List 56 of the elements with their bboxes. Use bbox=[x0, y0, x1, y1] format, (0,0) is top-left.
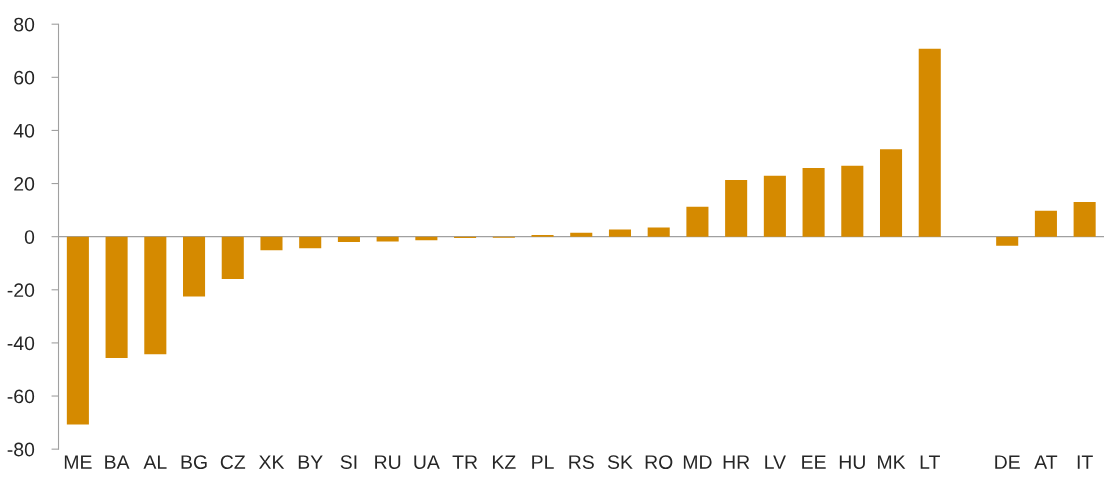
x-tick-label: HR bbox=[723, 455, 750, 469]
bar bbox=[686, 206, 709, 237]
bar bbox=[299, 236, 322, 249]
y-tick-label: 40 bbox=[13, 123, 35, 138]
bar bbox=[918, 48, 941, 237]
x-tick-label: BG bbox=[181, 455, 207, 469]
x-tick-label: LV bbox=[765, 455, 786, 469]
bar bbox=[105, 236, 128, 359]
x-tick-label: HU bbox=[839, 455, 865, 469]
y-tick-label: -60 bbox=[7, 389, 35, 404]
x-tick-label: TR bbox=[452, 455, 478, 469]
y-tick-label: -80 bbox=[7, 442, 35, 457]
x-tick-label: IT bbox=[1077, 455, 1093, 469]
x-tick-label: MK bbox=[878, 455, 906, 469]
bar bbox=[608, 229, 632, 237]
bar bbox=[763, 175, 786, 237]
x-tick-label: LT bbox=[920, 455, 940, 469]
x-tick-label: CZ bbox=[220, 455, 246, 469]
bar bbox=[802, 167, 825, 237]
x-tick-label: ME bbox=[64, 455, 92, 469]
x-tick-label: EE bbox=[802, 455, 826, 469]
bar bbox=[996, 236, 1019, 246]
x-tick-label: AL bbox=[143, 455, 167, 469]
x-tick-label: RU bbox=[375, 455, 401, 469]
x-tick-label: SK bbox=[607, 455, 633, 469]
bar bbox=[260, 236, 283, 251]
x-tick-label: BA bbox=[105, 455, 130, 469]
x-tick-label: MD bbox=[683, 455, 712, 469]
y-tick-label: 80 bbox=[14, 17, 35, 32]
x-tick-label: KZ bbox=[492, 455, 516, 469]
x-tick-label: PL bbox=[532, 455, 554, 469]
x-tick-label: RO bbox=[645, 455, 673, 469]
bar bbox=[879, 149, 903, 237]
y-tick-label: 0 bbox=[24, 230, 35, 244]
x-tick-label: SI bbox=[340, 455, 357, 469]
bar bbox=[841, 165, 864, 237]
bar bbox=[725, 180, 748, 237]
x-tick-label: AT bbox=[1034, 455, 1058, 469]
x-tick-label: BY bbox=[298, 455, 323, 469]
bar bbox=[183, 236, 206, 297]
y-tick-label: 60 bbox=[14, 70, 35, 85]
bar bbox=[221, 236, 244, 279]
x-tick-label: XK bbox=[258, 455, 285, 469]
bar bbox=[570, 232, 593, 237]
bar bbox=[647, 227, 670, 237]
bar bbox=[337, 236, 360, 242]
bar bbox=[1034, 210, 1057, 237]
bar bbox=[1073, 201, 1096, 237]
bar bbox=[66, 236, 89, 425]
x-tick-label: UA bbox=[414, 455, 440, 469]
y-tick-label: -40 bbox=[7, 336, 35, 351]
y-tick-label: 20 bbox=[14, 177, 35, 191]
x-tick-label: DE bbox=[995, 455, 1020, 469]
x-tick-label: RS bbox=[569, 455, 594, 469]
bar bbox=[144, 236, 167, 355]
y-tick-label: -20 bbox=[7, 283, 35, 298]
